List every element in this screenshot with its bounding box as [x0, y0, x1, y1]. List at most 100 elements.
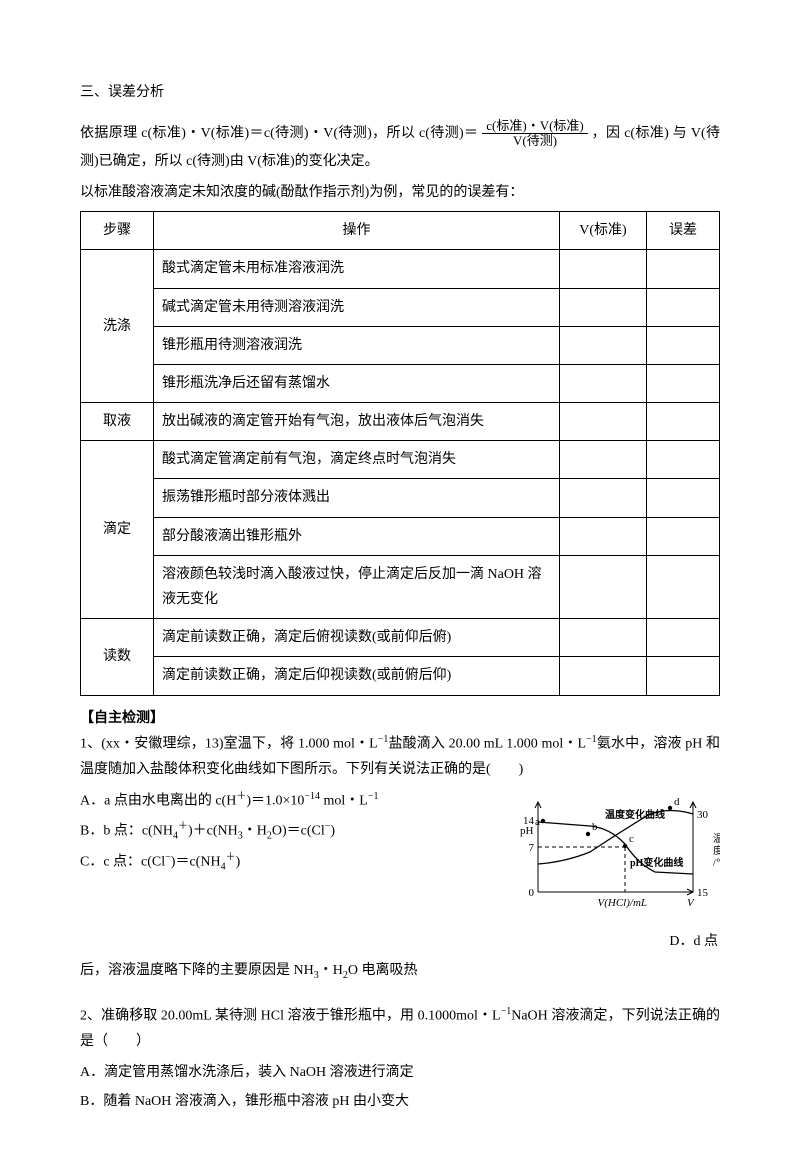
cell-v-standard: [560, 619, 647, 657]
txt: mol・L: [320, 793, 368, 808]
cell-error: [647, 555, 720, 618]
sup-plus: ＋: [226, 852, 236, 863]
q1-chart: 14703015pH温度/℃V(HCl)/mLV温度变化曲线pH变化曲线abcd: [510, 792, 720, 921]
cell-v-standard: [560, 250, 647, 288]
table-row: 读数滴定前读数正确，滴定后俯视读数(或前仰后俯): [81, 619, 720, 657]
q1-opt-d-rest: D．d 点后，溶液温度略下降的主要原因是 NH 后，溶液温度略下降的主要原因是 …: [80, 958, 720, 985]
cell-error: [647, 403, 720, 441]
cell-step: 取液: [81, 403, 154, 441]
cell-operation: 锥形瓶用待测溶液润洗: [154, 326, 560, 364]
svg-text:温度变化曲线: 温度变化曲线: [605, 808, 665, 821]
txt: 2、准确移取 20.00mL 某待测 HCl 溶液于锥形瓶中，用 0.1000m…: [80, 1009, 501, 1024]
th-err: 误差: [647, 212, 720, 250]
txt: C．c 点：c(Cl: [80, 855, 165, 870]
cell-v-standard: [560, 403, 647, 441]
table-row: 溶液颜色较浅时滴入酸液过快，停止滴定后反加一滴 NaOH 溶液无变化: [81, 555, 720, 618]
txt: B．b 点：c(NH: [80, 823, 173, 838]
svg-text:d: d: [674, 796, 680, 808]
sub2: 2: [343, 970, 348, 981]
cell-v-standard: [560, 555, 647, 618]
table-row: 振荡锥形瓶时部分液体溅出: [81, 479, 720, 517]
cell-v-standard: [560, 288, 647, 326]
sup-minus1: −1: [586, 734, 597, 745]
q1-opt-d-letter: D．d 点: [80, 929, 720, 954]
table-row: 取液放出碱液的滴定管开始有气泡，放出液体后气泡消失: [81, 403, 720, 441]
sub3: 3: [314, 970, 319, 981]
chart-svg: 14703015pH温度/℃V(HCl)/mLV温度变化曲线pH变化曲线abcd: [510, 792, 720, 912]
table-header-row: 步骤 操作 V(标准) 误差: [81, 212, 720, 250]
self-check-heading: 【自主检测】: [80, 706, 720, 731]
cell-operation: 酸式滴定管未用标准溶液润洗: [154, 250, 560, 288]
svg-text:b: b: [592, 821, 598, 833]
question-2: 2、准确移取 20.00mL 某待测 HCl 溶液于锥形瓶中，用 0.1000m…: [80, 1003, 720, 1114]
txt: )＝1.0×10: [246, 793, 304, 808]
table-row: 碱式滴定管未用待测溶液润洗: [81, 288, 720, 326]
cell-step: 滴定: [81, 441, 154, 619]
svg-text:V(HCl)/mL: V(HCl)/mL: [598, 897, 648, 909]
th-step: 步骤: [81, 212, 154, 250]
th-op: 操作: [154, 212, 560, 250]
principle-paragraph-1: 依据原理 c(标准)・V(标准)＝c(待测)・V(待测)，所以 c(待测)＝ c…: [80, 119, 720, 174]
cell-error: [647, 657, 720, 695]
sub4: 4: [221, 862, 226, 873]
table-row: 锥形瓶用待测溶液润洗: [81, 326, 720, 364]
sup-minus1: −1: [368, 791, 379, 802]
txt: ・H: [243, 823, 267, 838]
sup-exp: −14: [304, 791, 320, 802]
cell-step: 洗涤: [81, 250, 154, 403]
cell-v-standard: [560, 479, 647, 517]
cell-step: 读数: [81, 619, 154, 695]
txt: ): [330, 823, 335, 838]
cell-error: [647, 364, 720, 402]
q2-stem: 2、准确移取 20.00mL 某待测 HCl 溶液于锥形瓶中，用 0.1000m…: [80, 1003, 720, 1054]
cell-error: [647, 619, 720, 657]
cell-v-standard: [560, 364, 647, 402]
svg-text:15: 15: [697, 887, 709, 899]
cell-v-standard: [560, 441, 647, 479]
svg-text:c: c: [629, 833, 634, 845]
svg-text:7: 7: [529, 842, 535, 854]
svg-text:/℃: /℃: [713, 858, 720, 869]
p1-pre: 依据原理 c(标准)・V(标准)＝c(待测)・V(待测)，所以 c(待测)＝: [80, 126, 478, 141]
sup-plus: ＋: [178, 821, 188, 832]
svg-text:温: 温: [713, 833, 720, 845]
txt: )＋c(NH: [188, 823, 238, 838]
cell-v-standard: [560, 657, 647, 695]
cell-error: [647, 326, 720, 364]
txt: ): [236, 855, 241, 870]
section-title: 三、误差分析: [80, 80, 720, 105]
sup-plus: ＋: [236, 791, 246, 802]
frac-den: V(待测): [482, 134, 587, 148]
cell-operation: 振荡锥形瓶时部分液体溅出: [154, 479, 560, 517]
th-v: V(标准): [560, 212, 647, 250]
cell-operation: 放出碱液的滴定管开始有气泡，放出液体后气泡消失: [154, 403, 560, 441]
cell-operation: 溶液颜色较浅时滴入酸液过快，停止滴定后反加一滴 NaOH 溶液无变化: [154, 555, 560, 618]
table-row: 锥形瓶洗净后还留有蒸馏水: [81, 364, 720, 402]
txt: O)＝c(Cl: [272, 823, 325, 838]
cell-error: [647, 441, 720, 479]
frac-num: c(标准)・V(标准): [482, 119, 587, 134]
cell-operation: 碱式滴定管未用待测溶液润洗: [154, 288, 560, 326]
txt: A．a 点由水电离出的 c(H: [80, 793, 236, 808]
q1-stem: 1、(xx・安徽理综，13)室温下，将 1.000 mol・L −1盐酸滴入 20…: [80, 731, 720, 782]
cell-error: [647, 517, 720, 555]
cell-operation: 滴定前读数正确，滴定后俯视读数(或前仰后俯): [154, 619, 560, 657]
svg-text:30: 30: [697, 809, 709, 821]
cell-operation: 部分酸液滴出锥形瓶外: [154, 517, 560, 555]
sup-minus1: −1: [501, 1006, 512, 1017]
svg-text:pH: pH: [520, 825, 534, 837]
cell-operation: 滴定前读数正确，滴定后仰视读数(或前俯后仰): [154, 657, 560, 695]
cell-operation: 酸式滴定管滴定前有气泡，滴定终点时气泡消失: [154, 441, 560, 479]
table-row: 部分酸液滴出锥形瓶外: [81, 517, 720, 555]
q1-stem-a: 1、(xx・安徽理综，13)室温下，将 1.000 mol・L: [80, 736, 378, 751]
error-table: 步骤 操作 V(标准) 误差 洗涤酸式滴定管未用标准溶液润洗碱式滴定管未用待测溶…: [80, 211, 720, 695]
q1-stem-b: 盐酸滴入 20.00 mL 1.000 mol・L: [388, 736, 586, 751]
svg-text:0: 0: [529, 887, 535, 899]
txt: )＝c(NH: [171, 855, 221, 870]
svg-text:a: a: [535, 816, 540, 828]
cell-error: [647, 288, 720, 326]
question-1: 1、(xx・安徽理综，13)室温下，将 1.000 mol・L−1盐酸滴入 20…: [80, 731, 720, 985]
table-row: 洗涤酸式滴定管未用标准溶液润洗: [81, 250, 720, 288]
cell-v-standard: [560, 517, 647, 555]
cell-error: [647, 250, 720, 288]
